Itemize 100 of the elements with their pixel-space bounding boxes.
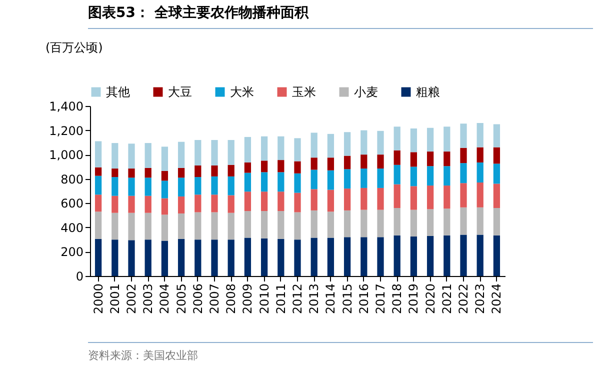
bar <box>344 156 351 170</box>
bar <box>144 168 152 178</box>
bar <box>410 236 418 276</box>
bar <box>244 136 252 162</box>
bar <box>394 208 400 236</box>
bar <box>244 238 252 276</box>
bar <box>144 240 152 276</box>
x-tick-label: 2010 <box>257 284 272 314</box>
bar <box>211 176 218 195</box>
bar <box>161 180 168 198</box>
bar <box>444 186 450 209</box>
bar <box>444 126 450 152</box>
bar <box>344 210 351 238</box>
bar <box>194 194 202 212</box>
bar <box>377 237 384 276</box>
bar <box>260 160 268 172</box>
bar <box>278 136 284 160</box>
x-tick-label: 2011 <box>274 284 288 314</box>
bar <box>327 170 334 190</box>
bar <box>128 212 135 240</box>
bar <box>260 136 268 161</box>
bar <box>112 196 118 213</box>
bar <box>294 212 301 240</box>
bar <box>211 212 218 240</box>
bar <box>244 162 252 173</box>
bar <box>94 141 102 168</box>
bar <box>410 128 418 152</box>
bar <box>178 213 185 239</box>
y-tick-label: 600 <box>60 196 84 211</box>
bar <box>211 194 218 212</box>
bar <box>194 166 202 178</box>
bar <box>444 208 450 236</box>
bar <box>426 186 434 210</box>
bar <box>426 128 434 152</box>
bar <box>476 123 484 148</box>
x-tick-label: 2005 <box>174 284 188 314</box>
y-tick-label: 800 <box>60 172 84 186</box>
bar <box>112 143 118 169</box>
bar <box>460 148 467 164</box>
bar <box>394 184 400 208</box>
bar <box>178 142 185 168</box>
bar <box>228 212 234 240</box>
bar <box>377 210 384 238</box>
bar <box>360 130 368 155</box>
bar <box>278 238 284 276</box>
bar <box>144 212 152 240</box>
bar <box>260 211 268 238</box>
bar <box>144 196 152 213</box>
bar <box>310 210 318 238</box>
bar <box>278 192 284 212</box>
bar <box>128 168 135 178</box>
bar <box>493 235 500 276</box>
bar <box>94 167 102 176</box>
bar <box>360 210 368 238</box>
y-tick-label: 1,000 <box>49 148 84 162</box>
bar <box>476 162 484 182</box>
bar <box>278 211 284 239</box>
bar <box>128 178 135 196</box>
x-tick-label: 2009 <box>240 284 255 314</box>
bar <box>194 177 202 195</box>
bar <box>310 132 318 158</box>
bar <box>377 168 384 188</box>
legend-label: 其他 <box>106 85 130 99</box>
bar <box>460 124 467 148</box>
bar <box>360 188 368 210</box>
y-tick-label: 1,400 <box>49 100 84 114</box>
bar <box>344 132 351 156</box>
bar <box>161 198 168 215</box>
bar <box>460 207 467 235</box>
chart-title: 图表53： 全球主要农作物播种面积 <box>88 4 593 29</box>
bar <box>112 240 118 276</box>
y-axis-title: (百万公顷) <box>46 40 103 54</box>
bar <box>94 212 102 239</box>
x-tick-label: 2003 <box>141 284 156 314</box>
bar <box>228 164 234 176</box>
bar <box>460 234 467 276</box>
bar <box>161 170 168 181</box>
bar <box>360 154 368 169</box>
bar <box>410 152 418 167</box>
bar <box>128 196 135 213</box>
bar <box>294 161 301 174</box>
bar <box>344 188 351 210</box>
x-tick-label: 2023 <box>473 284 488 314</box>
bar <box>194 240 202 276</box>
bar <box>294 240 301 276</box>
legend-label: 小麦 <box>354 85 378 99</box>
bar <box>444 152 450 166</box>
x-tick-label: 2007 <box>208 284 222 314</box>
bar <box>244 172 252 192</box>
bar <box>426 152 434 166</box>
bar <box>294 138 301 162</box>
x-tick-label: 2001 <box>108 284 122 314</box>
bar <box>327 190 334 212</box>
bar <box>327 158 334 170</box>
bar <box>493 208 500 236</box>
bar <box>476 207 484 235</box>
bar <box>211 240 218 276</box>
x-tick-label: 2022 <box>456 284 470 314</box>
bar <box>228 140 234 165</box>
bar <box>260 172 268 192</box>
